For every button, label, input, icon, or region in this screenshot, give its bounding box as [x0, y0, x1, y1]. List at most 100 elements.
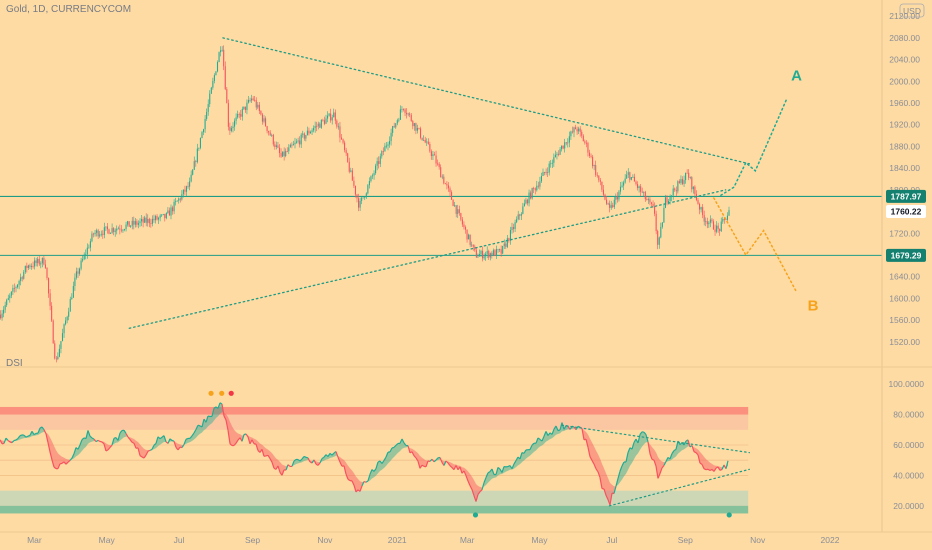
time-axis[interactable]: Mar May Jul Sep Nov 2021 Mar May Jul Sep Nov 2022 [0, 531, 932, 545]
dsi-line [591, 460, 595, 465]
candle [554, 150, 556, 158]
candle [561, 145, 563, 152]
currency-button[interactable]: USD [899, 3, 925, 18]
dsi-fill [382, 460, 384, 470]
candle [151, 215, 153, 227]
candle [282, 151, 284, 158]
candle [427, 138, 429, 145]
candle [640, 183, 642, 197]
scenario-b-path [713, 197, 797, 292]
resistance-badge: 1787.97 [886, 189, 926, 203]
candle [189, 177, 191, 191]
dsi-fill [644, 432, 646, 445]
dsi-line [399, 438, 403, 444]
candle [485, 251, 487, 261]
dsi-fill [706, 459, 708, 470]
candle [283, 147, 285, 161]
candle [105, 226, 107, 231]
dsi-line [309, 461, 313, 464]
time-tick: Nov [317, 535, 333, 545]
dsi-line [151, 444, 155, 450]
dsi-line [597, 471, 601, 478]
candle [649, 195, 651, 206]
candle [280, 148, 282, 158]
candle [43, 255, 45, 266]
dsi-line [619, 465, 623, 472]
candle [565, 142, 567, 146]
candle [345, 147, 347, 156]
dsi-line [627, 447, 631, 453]
dsi-line [687, 439, 691, 448]
candle [131, 216, 133, 230]
candle [726, 212, 728, 222]
candle [409, 112, 411, 118]
candle [261, 112, 263, 125]
candle [265, 116, 267, 127]
candle [141, 214, 143, 227]
dsi-line [725, 460, 729, 469]
candle [342, 138, 344, 145]
dsi-line [51, 459, 55, 468]
candle [582, 134, 584, 142]
candle [674, 187, 676, 192]
candle [161, 214, 163, 218]
dsi-fill [140, 444, 142, 457]
dsi-fill [378, 460, 380, 474]
candle [573, 126, 575, 138]
top-signal-3 [228, 390, 234, 396]
candle [705, 217, 707, 227]
dsi-line [515, 456, 519, 461]
candle [660, 222, 662, 239]
dsi-line [213, 406, 217, 409]
candle [714, 224, 716, 236]
candle [468, 233, 470, 240]
candle [716, 221, 718, 234]
dsi-fill [536, 437, 538, 451]
candle [65, 317, 67, 326]
dsi-line [9, 441, 13, 444]
candle [128, 221, 130, 227]
candle [203, 128, 205, 136]
candle [581, 129, 583, 139]
dsi-line [31, 430, 35, 435]
candle [420, 126, 422, 140]
dsi-fill [142, 446, 144, 459]
dsi-fill [596, 450, 598, 472]
dsi-fill [522, 452, 524, 463]
candle [703, 210, 705, 226]
candle [309, 130, 312, 134]
time-tick: Mar [27, 535, 42, 545]
candle [520, 212, 522, 220]
candle [120, 225, 122, 233]
dsi-fill [462, 467, 464, 474]
dsi-line [113, 437, 117, 439]
candle [54, 340, 56, 360]
candle [629, 171, 631, 183]
dsi-line [127, 436, 131, 440]
candle [178, 197, 180, 204]
candle [720, 217, 722, 232]
candle [302, 130, 304, 138]
dsi-axis[interactable]: 20.0000 40.0000 60.0000 80.0000 100.0000 [889, 379, 925, 511]
dsi-line [335, 451, 339, 458]
candle [348, 157, 350, 174]
dsi-fill [526, 449, 528, 459]
dsi-fill [54, 446, 56, 469]
dsi-fill [386, 452, 388, 467]
dsi-line [307, 457, 311, 463]
dsi-line [435, 457, 439, 461]
candle [619, 181, 622, 195]
dsi-line [315, 463, 319, 466]
candle [455, 205, 457, 218]
dsi-line [419, 464, 423, 469]
candle [709, 215, 711, 228]
dsi-line [269, 458, 273, 463]
dsi-fill [296, 459, 298, 465]
candle [300, 133, 302, 149]
candle [218, 51, 220, 63]
dsi-line [101, 441, 105, 445]
candle [154, 214, 157, 224]
dsi-fill [268, 449, 270, 459]
candle [443, 174, 445, 185]
